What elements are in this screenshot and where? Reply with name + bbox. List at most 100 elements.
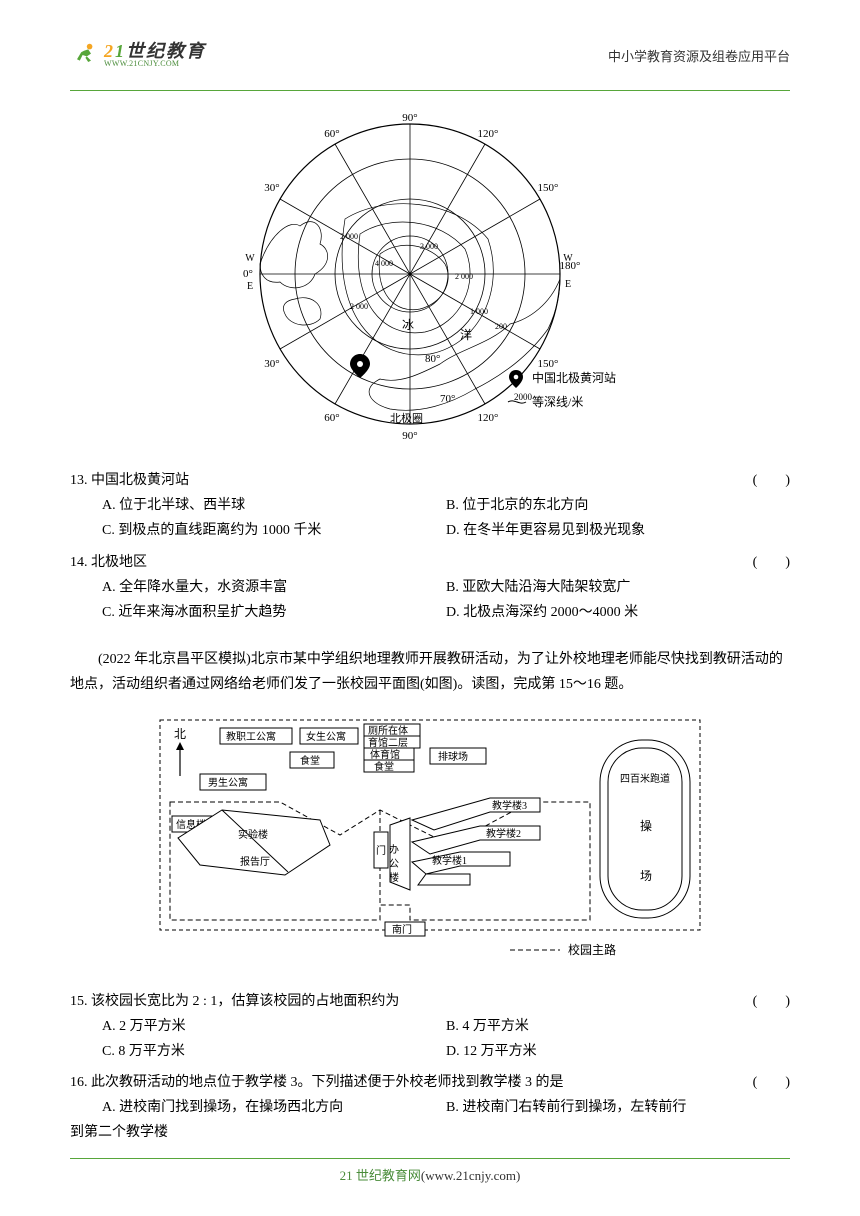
q16-opt-b: B. 进校南门右转前行到操场，左转前行 <box>446 1095 790 1120</box>
svg-text:80°: 80° <box>425 353 440 365</box>
svg-text:北: 北 <box>174 727 186 741</box>
svg-text:90°: 90° <box>402 112 417 124</box>
q14-opt-d: D. 北极点海深约 2000～4000 米 <box>446 600 790 625</box>
svg-text:E: E <box>247 281 253 292</box>
q13-stem: 中国北极黄河站 <box>91 473 189 488</box>
svg-text:2 000: 2 000 <box>350 302 368 311</box>
svg-text:W: W <box>563 253 573 264</box>
svg-text:育馆二层: 育馆二层 <box>368 736 408 749</box>
svg-text:2000: 2000 <box>514 392 533 402</box>
svg-text:2 000: 2 000 <box>455 272 473 281</box>
q14-opt-a: A. 全年降水量大，水资源丰富 <box>102 575 446 600</box>
q13-opt-c: C. 到极点的直线距离约为 1000 千米 <box>102 518 446 543</box>
svg-text:150°: 150° <box>538 358 559 370</box>
q15-opt-b: B. 4 万平方米 <box>446 1014 790 1039</box>
svg-text:报告厅: 报告厅 <box>240 855 270 868</box>
svg-text:150°: 150° <box>538 182 559 194</box>
svg-text:2 000: 2 000 <box>340 232 358 241</box>
svg-text:教职工公寓: 教职工公寓 <box>226 730 276 743</box>
q14-opt-b: B. 亚欧大陆沿海大陆架较宽广 <box>446 575 790 600</box>
svg-text:4 000: 4 000 <box>375 259 393 268</box>
svg-text:200: 200 <box>495 322 507 331</box>
ocean-label-1: 冰 <box>402 318 414 332</box>
q14-paren: ( ) <box>753 550 790 575</box>
svg-text:四百米跑道: 四百米跑道 <box>620 772 670 785</box>
legend-station: 中国北极黄河站 <box>532 370 616 385</box>
svg-text:南门: 南门 <box>392 923 412 936</box>
svg-text:食堂: 食堂 <box>300 754 320 767</box>
logo-text: 21世纪教育 WWW.21CNJY.COM <box>104 42 206 68</box>
q13-opt-d: D. 在冬半年更容易见到极光现象 <box>446 518 790 543</box>
arctic-polar-map: 冰 洋 70° 80° 北极圈 4 000 3 000 2 000 1 000 … <box>220 109 640 449</box>
svg-text:30°: 30° <box>264 182 279 194</box>
q13-opt-b: B. 位于北京的东北方向 <box>446 493 790 518</box>
page-header: 21世纪教育 WWW.21CNJY.COM 中小学教育资源及组卷应用平台 <box>70 30 790 80</box>
q13-num: 13. <box>70 473 88 488</box>
svg-text:E: E <box>565 279 571 290</box>
svg-text:楼: 楼 <box>387 870 399 882</box>
q15-opt-d: D. 12 万平方米 <box>446 1039 790 1064</box>
svg-text:排球场: 排球场 <box>438 750 468 763</box>
svg-text:办: 办 <box>387 842 399 854</box>
q13-opt-a: A. 位于北半球、西半球 <box>102 493 446 518</box>
svg-text:北极圈: 北极圈 <box>390 411 423 425</box>
svg-text:60°: 60° <box>324 128 339 140</box>
q14-opt-c: C. 近年来海冰面积呈扩大趋势 <box>102 600 446 625</box>
footer-divider <box>70 1158 790 1159</box>
q16-opt-a: A. 进校南门找到操场，在操场西北方向 <box>102 1095 446 1120</box>
svg-text:教学楼2: 教学楼2 <box>486 827 521 840</box>
q15-paren: ( ) <box>753 989 790 1014</box>
question-15: 15. 该校园长宽比为 2 : 1，估算该校园的占地面积约为 ( ) A. 2 … <box>70 989 790 1065</box>
q15-num: 15. <box>70 994 88 1009</box>
logo-url: WWW.21CNJY.COM <box>104 60 206 68</box>
question-16: 16. 此次教研活动的地点位于教学楼 3。下列描述便于外校老师找到教学楼 3 的… <box>70 1070 790 1146</box>
campus-legend: 校园主路 <box>568 942 616 957</box>
svg-text:教学楼3: 教学楼3 <box>492 799 527 812</box>
header-divider <box>70 90 790 91</box>
q16-paren: ( ) <box>753 1070 790 1095</box>
footer-brand: 21 世纪教育网 <box>340 1168 421 1183</box>
svg-text:男生公寓: 男生公寓 <box>208 776 248 789</box>
question-13: 13. 中国北极黄河站 ( ) A. 位于北半球、西半球 B. 位于北京的东北方… <box>70 468 790 544</box>
logo-main: 21世纪教育 <box>104 42 206 60</box>
legend-depth: 等深线/米 <box>532 395 583 409</box>
svg-text:食堂: 食堂 <box>374 760 394 773</box>
question-14: 14. 北极地区 ( ) A. 全年降水量大，水资源丰富 B. 亚欧大陆沿海大陆… <box>70 550 790 626</box>
ocean-label-2: 洋 <box>460 327 472 342</box>
page-footer: 21 世纪教育网(www.21cnjy.com) <box>0 1158 860 1184</box>
q13-paren: ( ) <box>753 468 790 493</box>
svg-text:体育馆: 体育馆 <box>370 748 400 761</box>
svg-text:门: 门 <box>376 844 386 857</box>
svg-text:场: 场 <box>640 869 652 883</box>
q16-opt-b-cont: 到第二个教学楼 <box>70 1120 790 1145</box>
svg-text:1 000: 1 000 <box>470 307 488 316</box>
campus-map: 北 教职工公寓 女生公寓 厕所在体 育馆二层 体育馆 食堂 排球场 <box>130 710 730 970</box>
svg-text:60°: 60° <box>324 412 339 424</box>
svg-text:操: 操 <box>640 818 652 833</box>
svg-text:70°: 70° <box>440 393 455 405</box>
svg-text:厕所在体: 厕所在体 <box>368 725 408 737</box>
svg-text:30°: 30° <box>264 358 279 370</box>
q14-stem: 北极地区 <box>91 555 147 570</box>
runner-icon <box>70 41 98 69</box>
q15-opt-c: C. 8 万平方米 <box>102 1039 446 1064</box>
polar-map-figure: 冰 洋 70° 80° 北极圈 4 000 3 000 2 000 1 000 … <box>70 109 790 454</box>
svg-text:W: W <box>245 253 255 264</box>
svg-text:公: 公 <box>387 858 399 868</box>
q15-opt-a: A. 2 万平方米 <box>102 1014 446 1039</box>
q14-num: 14. <box>70 555 88 570</box>
passage-15-16: (2022 年北京昌平区模拟)北京市某中学组织地理教师开展教研活动，为了让外校地… <box>70 647 790 697</box>
campus-map-figure: 北 教职工公寓 女生公寓 厕所在体 育馆二层 体育馆 食堂 排球场 <box>70 710 790 975</box>
header-platform-text: 中小学教育资源及组卷应用平台 <box>608 46 790 65</box>
logo: 21世纪教育 WWW.21CNJY.COM <box>70 41 206 69</box>
q16-stem: 此次教研活动的地点位于教学楼 3。下列描述便于外校老师找到教学楼 3 的是 <box>91 1075 564 1090</box>
q15-stem: 该校园长宽比为 2 : 1，估算该校园的占地面积约为 <box>91 994 399 1009</box>
footer-url: (www.21cnjy.com) <box>421 1168 520 1183</box>
svg-text:0°: 0° <box>243 268 253 280</box>
svg-text:教学楼1: 教学楼1 <box>432 854 467 867</box>
svg-text:120°: 120° <box>478 412 499 424</box>
svg-text:3 000: 3 000 <box>420 242 438 251</box>
svg-text:120°: 120° <box>478 128 499 140</box>
svg-text:90°: 90° <box>402 430 417 442</box>
q16-num: 16. <box>70 1075 88 1090</box>
